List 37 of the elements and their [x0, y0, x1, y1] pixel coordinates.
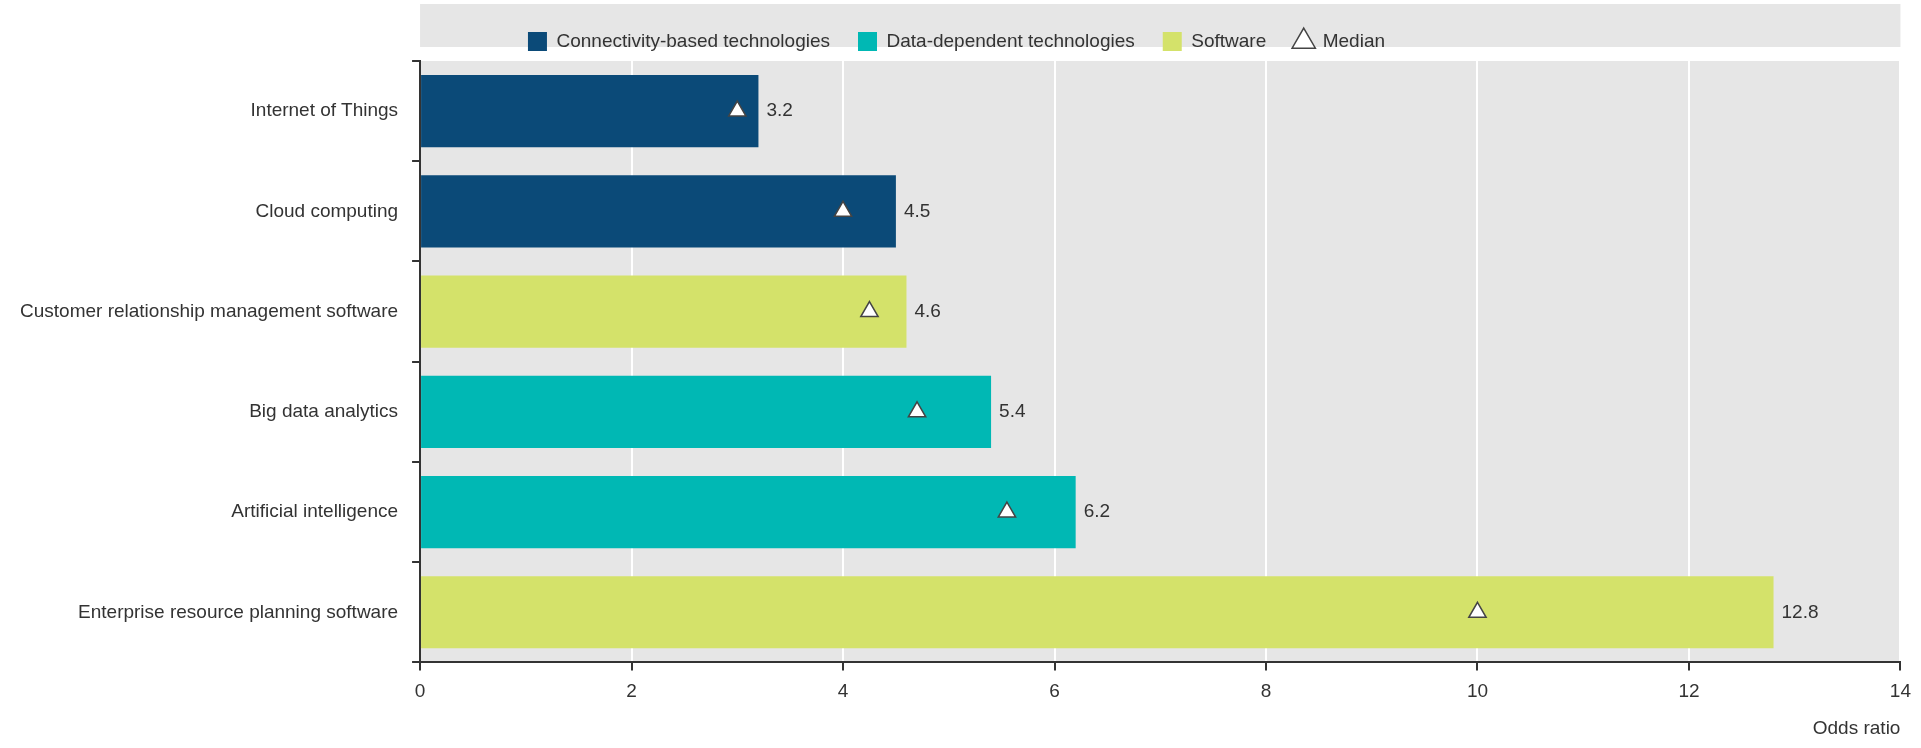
- point: [727, 100, 747, 117]
- x-tick-label: 8: [1260, 680, 1272, 702]
- legend-label: Software: [1191, 29, 1267, 51]
- x-tick-label: 6: [1049, 680, 1060, 702]
- bar: [421, 576, 1774, 649]
- point: [997, 501, 1017, 518]
- x-tick-label: 0: [414, 680, 426, 702]
- y-tick-label: Big data analytics: [249, 400, 399, 422]
- point: [1468, 601, 1487, 619]
- data-label: 6.2: [1083, 500, 1111, 522]
- data-label: 4.6: [914, 299, 941, 321]
- bar: [421, 75, 759, 148]
- x-tick-label: 14: [1889, 680, 1912, 702]
- bar: [421, 475, 1076, 549]
- point: [907, 401, 927, 418]
- point: [860, 300, 879, 318]
- bar: [421, 275, 907, 348]
- y-tick-label: Customer relationship management software: [19, 299, 399, 321]
- point: [833, 200, 853, 218]
- legend-label: Median: [1322, 29, 1386, 51]
- x-tick-label: 4: [837, 680, 849, 702]
- y-tick-label: Enterprise resource planning software: [78, 600, 399, 622]
- y-tick-label: Internet of Things: [250, 99, 399, 121]
- y-tick-label: Cloud computing: [255, 199, 399, 221]
- legend-label: Data-dependent technologies: [886, 29, 1135, 51]
- data-label: 3.2: [766, 99, 793, 121]
- data-label: 4.5: [903, 199, 931, 221]
- data-label: 12.8: [1781, 600, 1819, 622]
- x-axis-title: Odds ratio: [1812, 716, 1901, 738]
- x-tick-label: 10: [1466, 680, 1489, 702]
- data-label: 5.4: [999, 400, 1026, 422]
- bar: [421, 375, 992, 448]
- x-tick-label: 2: [626, 680, 637, 702]
- legend-label: Connectivity-based technologies: [556, 29, 831, 51]
- bar: [421, 175, 896, 248]
- x-tick-label: 12: [1678, 680, 1700, 702]
- y-tick-label: Artificial intelligence: [231, 500, 399, 522]
